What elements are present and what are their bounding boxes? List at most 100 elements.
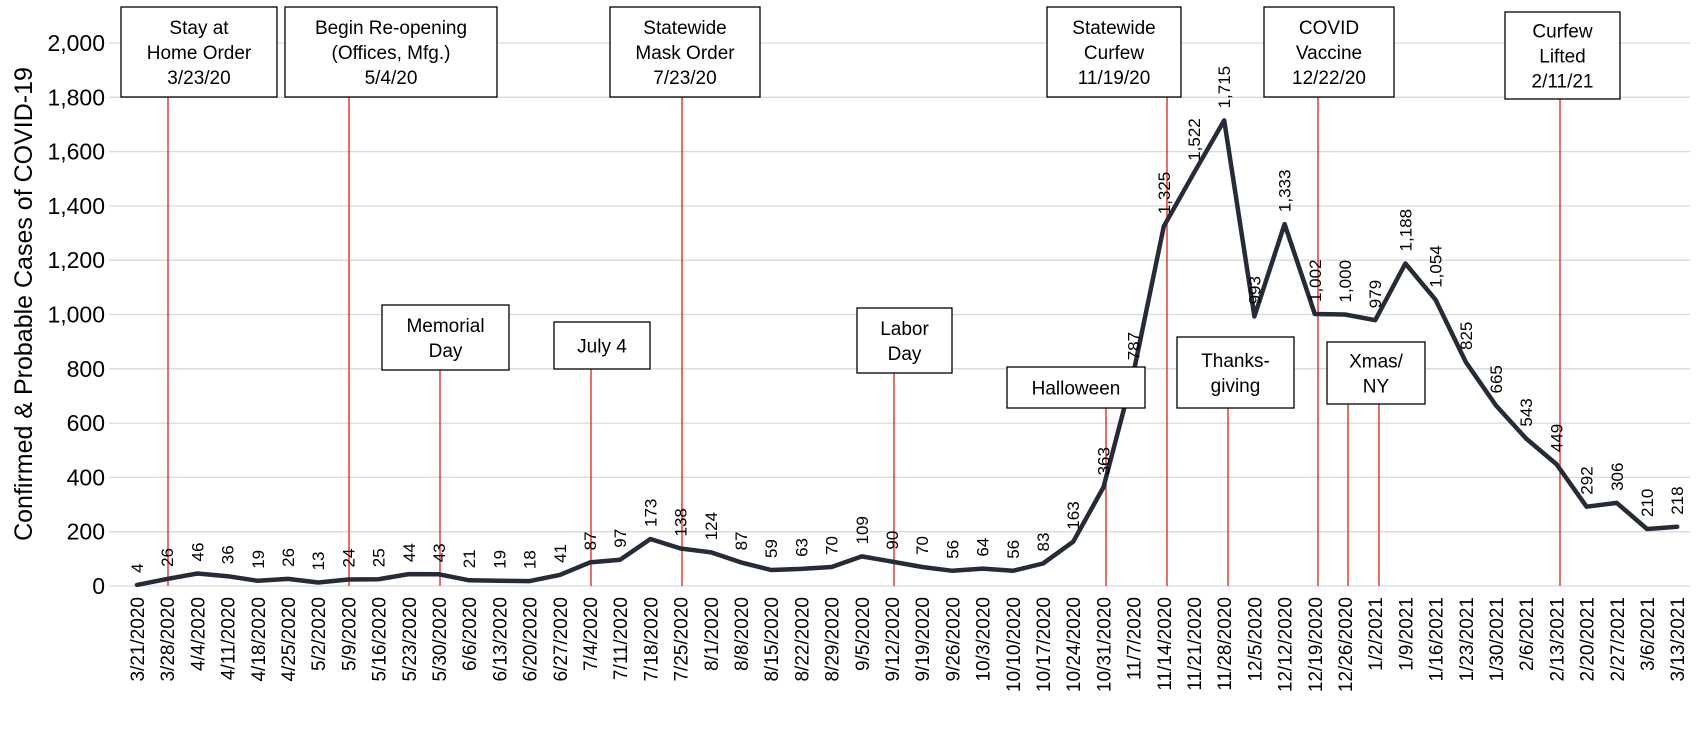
x-tick-label: 6/13/2020: [490, 597, 511, 682]
event-annotation: Stay at Home Order 3/23/20: [120, 6, 278, 98]
y-tick-label: 1,800: [47, 84, 105, 110]
data-label: 218: [1668, 486, 1687, 514]
data-label: 41: [551, 544, 570, 563]
data-label: 18: [521, 550, 540, 569]
x-tick-label: 8/22/2020: [792, 597, 813, 682]
x-tick-label: 12/19/2020: [1306, 597, 1327, 692]
y-tick-label: 1,000: [47, 302, 105, 328]
event-label: Curfew: [1084, 43, 1144, 64]
data-label: 543: [1517, 398, 1536, 426]
event-label: Day: [429, 341, 463, 362]
data-label: 63: [792, 538, 811, 557]
x-tick-label: 12/12/2020: [1276, 597, 1297, 692]
data-label: 25: [370, 548, 389, 567]
event-label: Begin Re-opening: [315, 18, 467, 39]
event-lines: [167, 97, 1561, 586]
event-annotation: Thanks-giving: [1176, 336, 1295, 409]
y-tick-label: 0: [92, 573, 105, 599]
x-tick-label: 7/18/2020: [641, 597, 662, 682]
data-label: 210: [1638, 489, 1657, 517]
x-tick-label: 7/11/2020: [611, 597, 632, 680]
x-tick-label: 4/18/2020: [249, 597, 270, 682]
data-label: 787: [1125, 332, 1144, 360]
event-annotation: Xmas/NY: [1326, 341, 1426, 405]
event-box: [284, 6, 498, 98]
event-label: July 4: [577, 337, 627, 358]
x-tick-label: 12/5/2020: [1245, 597, 1266, 682]
x-tick-label: 9/19/2020: [913, 597, 934, 682]
x-tick-label: 12/26/2020: [1336, 597, 1357, 692]
event-label: Halloween: [1032, 379, 1121, 400]
event-label: Memorial: [406, 316, 484, 337]
x-tick-label: 11/14/2020: [1155, 597, 1176, 691]
x-tick-label: 3/6/2021: [1638, 597, 1659, 671]
data-label: 173: [641, 499, 660, 527]
data-label: 21: [460, 549, 479, 568]
y-tick-label: 800: [67, 356, 105, 382]
x-tick-label: 5/16/2020: [370, 597, 391, 682]
x-tick-label: 2/13/2021: [1547, 597, 1568, 682]
event-label: Home Order: [147, 43, 252, 64]
x-tick-label: 1/30/2021: [1487, 597, 1508, 682]
x-tick-label: 2/27/2021: [1608, 597, 1629, 682]
event-box: [1046, 6, 1182, 98]
event-label: 12/22/20: [1292, 68, 1366, 89]
x-tick-label: 10/24/2020: [1064, 597, 1085, 692]
data-label: 1,054: [1427, 245, 1446, 288]
event-box: [381, 304, 510, 371]
data-label: 87: [732, 531, 751, 550]
data-labels: 4 26 46 36 19 26 13 24 25 44 43 21 19 18 41 87 97 173 138 1…: [128, 66, 1687, 573]
data-label: 87: [581, 531, 600, 550]
event-label: Day: [888, 344, 922, 365]
data-label: 70: [913, 536, 932, 555]
data-label: 19: [490, 550, 509, 569]
event-label: Labor: [880, 319, 929, 340]
data-label: 90: [883, 531, 902, 550]
event-label: 7/23/20: [653, 68, 716, 89]
event-annotation: Curfew Lifted 2/11/21: [1504, 11, 1621, 100]
data-label: 43: [430, 543, 449, 562]
x-tick-label: 5/23/2020: [400, 597, 421, 682]
x-tick-label: 6/27/2020: [551, 597, 572, 682]
data-label: 124: [702, 512, 721, 540]
data-label: 292: [1578, 466, 1597, 494]
data-label: 26: [279, 548, 298, 567]
event-box: [1263, 6, 1395, 98]
x-tick-label: 7/25/2020: [672, 597, 693, 682]
x-tick-label: 8/29/2020: [823, 597, 844, 682]
event-annotation: July 4: [553, 321, 651, 370]
x-tick-label: 1/23/2021: [1457, 597, 1478, 682]
x-tick-label: 10/31/2020: [1094, 597, 1115, 692]
data-label: 83: [1034, 533, 1053, 552]
event-label: Lifted: [1539, 47, 1585, 68]
y-tick-label: 2,000: [47, 30, 105, 56]
event-box: [120, 6, 278, 98]
x-tick-label: 10/10/2020: [1004, 597, 1025, 692]
event-label: Stay at: [169, 18, 229, 39]
x-tick-label: 11/21/2020: [1185, 597, 1206, 691]
data-label: 56: [1004, 540, 1023, 559]
data-label: 1,002: [1306, 259, 1325, 302]
event-box: [1326, 341, 1426, 405]
data-label: 70: [823, 536, 842, 555]
data-label: 1,000: [1336, 260, 1355, 303]
event-label: COVID: [1299, 18, 1359, 39]
x-tick-label: 4/11/2020: [219, 597, 240, 680]
data-label: 26: [158, 548, 177, 567]
x-tick-label: 8/8/2020: [732, 597, 753, 671]
x-tick-label: 5/9/2020: [339, 597, 360, 671]
event-label: Statewide: [643, 18, 726, 39]
data-label: 97: [611, 529, 630, 548]
x-tick-label: 3/21/2020: [128, 597, 149, 682]
event-label: 2/11/21: [1532, 72, 1594, 93]
data-label: 825: [1457, 322, 1476, 350]
x-tick-label: 1/9/2021: [1396, 597, 1417, 671]
x-tick-label: 1/16/2021: [1427, 597, 1448, 682]
x-axis-ticks: 3/21/2020 3/28/2020 4/4/2020 4/11/2020 4/18/…: [128, 597, 1689, 692]
y-axis-ticks: 0 200 400 600 800 1,000 1,200 1,400 1,600 1,800 2,…: [47, 30, 105, 599]
x-tick-label: 8/1/2020: [702, 597, 723, 671]
event-label: 3/23/20: [167, 68, 230, 89]
data-label: 13: [309, 552, 328, 571]
event-annotation: Memorial Day: [381, 304, 510, 371]
